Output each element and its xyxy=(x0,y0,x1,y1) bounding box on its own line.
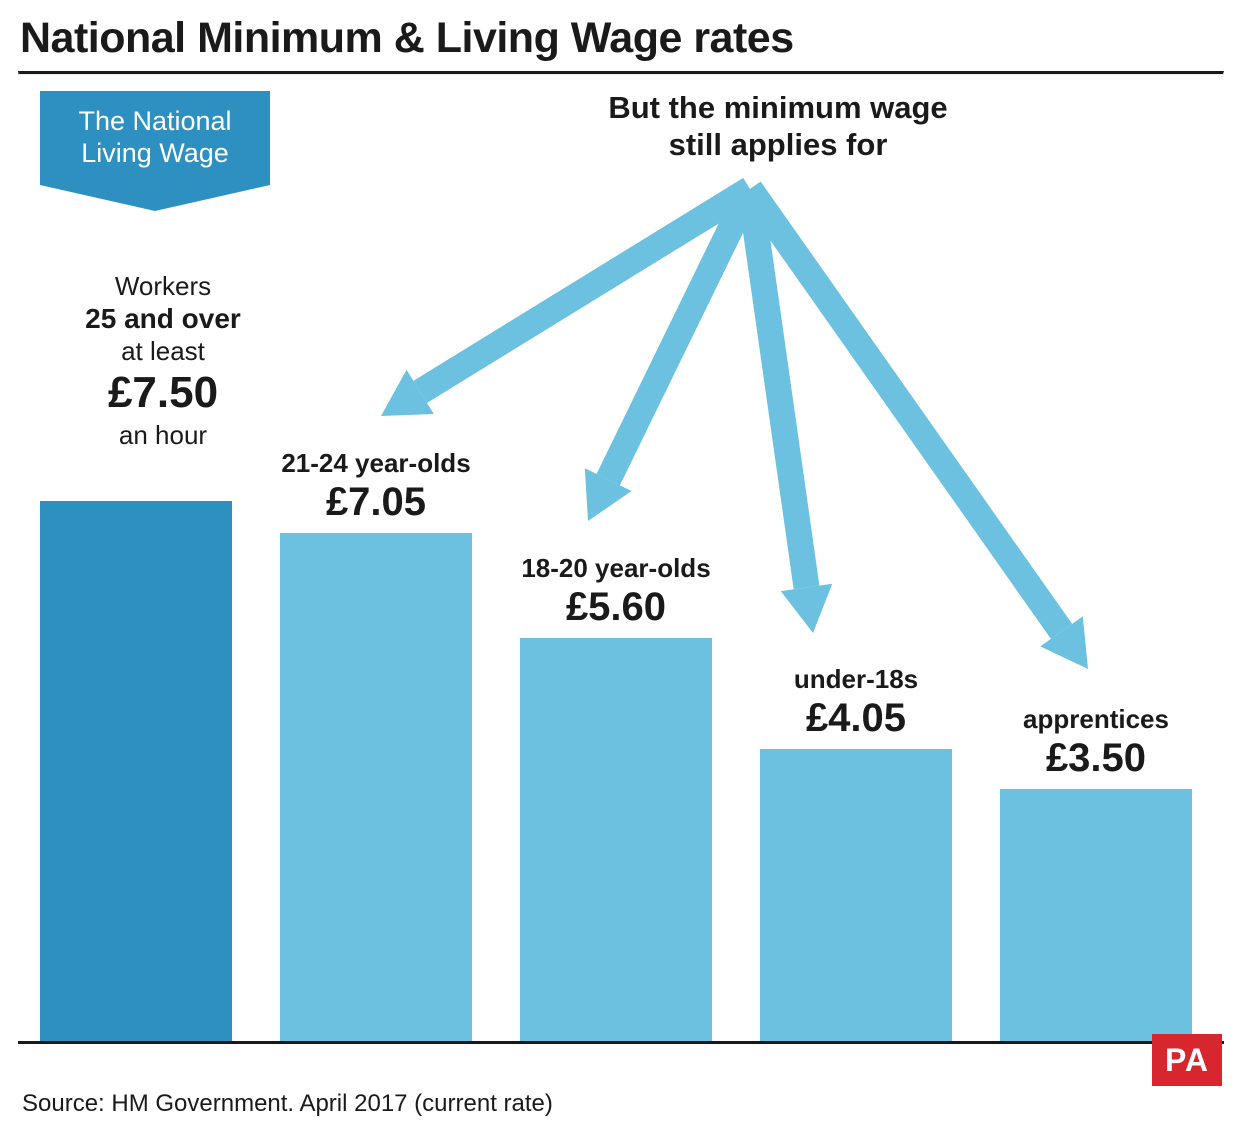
bar xyxy=(280,533,472,1041)
page-title: National Minimum & Living Wage rates xyxy=(20,14,1224,63)
bar xyxy=(520,638,712,1041)
bar-category: under-18s xyxy=(742,665,970,695)
bar xyxy=(1000,789,1192,1041)
chart-area: The National Living Wage But the minimum… xyxy=(18,81,1224,1044)
top-rule xyxy=(18,71,1224,75)
bar-label: 18-20 year-olds£5.60 xyxy=(502,554,730,630)
bar-value: £3.50 xyxy=(982,735,1210,781)
bar-label: 21-24 year-olds£7.05 xyxy=(262,449,490,525)
infographic-root: National Minimum & Living Wage rates The… xyxy=(0,0,1242,1138)
bar-value: £4.05 xyxy=(742,695,970,741)
bar-value: £5.60 xyxy=(502,584,730,630)
source-text: Source: HM Government. April 2017 (curre… xyxy=(22,1090,553,1118)
bar-label: under-18s£4.05 xyxy=(742,665,970,741)
pa-logo: PA xyxy=(1152,1034,1222,1086)
bar-label: apprentices£3.50 xyxy=(982,705,1210,781)
bar xyxy=(40,501,232,1041)
bar-category: 21-24 year-olds xyxy=(262,449,490,479)
bar-category: apprentices xyxy=(982,705,1210,735)
pa-text: PA xyxy=(1165,1042,1209,1079)
bar-value: £7.05 xyxy=(262,479,490,525)
bar-category: 18-20 year-olds xyxy=(502,554,730,584)
bar xyxy=(760,749,952,1041)
